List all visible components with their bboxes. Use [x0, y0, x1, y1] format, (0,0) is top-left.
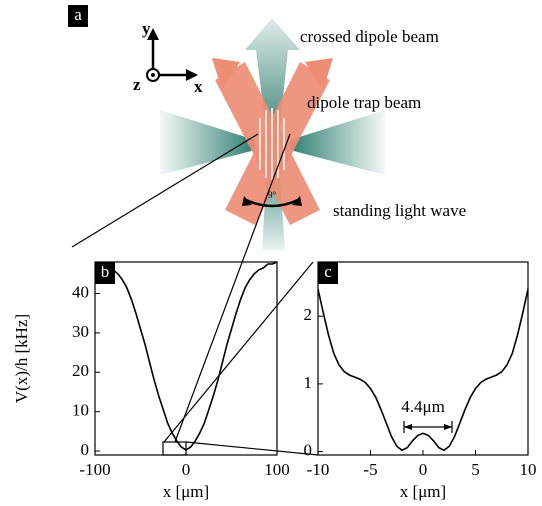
y-tick-label: 0 — [304, 441, 313, 460]
axis-label: x — [194, 77, 203, 96]
z-axis-dot — [151, 73, 155, 77]
arrow-head — [242, 196, 252, 206]
dipole-beam-left — [160, 110, 255, 175]
x-tick-label: -10 — [307, 460, 330, 479]
beam-label: crossed dipole beam — [300, 27, 439, 46]
arrow-head — [305, 58, 333, 90]
y-tick-label: 20 — [72, 361, 89, 380]
y-tick-label: 40 — [72, 282, 89, 301]
annotation: 4.4μm — [401, 397, 445, 416]
panel-label-box — [318, 262, 338, 284]
data-line — [94, 261, 278, 451]
axis-label: z — [133, 75, 141, 94]
x-axis-label: x [μm] — [163, 482, 209, 501]
x-tick-label: 0 — [182, 460, 191, 479]
panel-label: b — [101, 262, 110, 281]
y-tick-label: 1 — [304, 373, 313, 392]
y-tick-label: 2 — [304, 305, 313, 324]
angle-label: 9° — [268, 190, 277, 200]
y-axis-label: V(x)/h [kHz] — [12, 314, 31, 403]
y-tick-label: 10 — [72, 401, 89, 420]
panel-label-box — [68, 5, 88, 27]
y-tick-label: 30 — [72, 322, 89, 341]
panel-label-box — [95, 262, 115, 284]
beam-label: dipole trap beam — [307, 93, 421, 112]
dipole-beam-right — [290, 110, 385, 175]
panel-label: c — [324, 262, 332, 281]
crossed-beam-up — [245, 18, 300, 145]
axis-label: y — [142, 19, 151, 38]
arrow-head — [147, 28, 159, 40]
arrow-head — [186, 69, 198, 81]
arrow-head — [444, 424, 452, 430]
panel-label: a — [74, 5, 82, 24]
y-tick-label: 0 — [81, 440, 90, 459]
x-tick-label: -5 — [363, 460, 377, 479]
arrow-head — [404, 424, 412, 430]
zoom-lines — [71, 133, 453, 456]
plot-frame — [317, 261, 529, 456]
x-tick-label: -100 — [79, 460, 110, 479]
beam-label: standing light wave — [333, 201, 466, 220]
plot-frame — [94, 261, 278, 456]
x-axis-label: x [μm] — [400, 482, 446, 501]
x-tick-label: 5 — [471, 460, 480, 479]
x-tick-label: 0 — [419, 460, 428, 479]
x-tick-label: 10 — [520, 460, 537, 479]
arrow-head — [292, 196, 302, 206]
arrow-head — [212, 58, 240, 90]
angle-arc — [245, 198, 299, 208]
data-line — [317, 288, 529, 452]
x-tick-label: 100 — [264, 460, 290, 479]
